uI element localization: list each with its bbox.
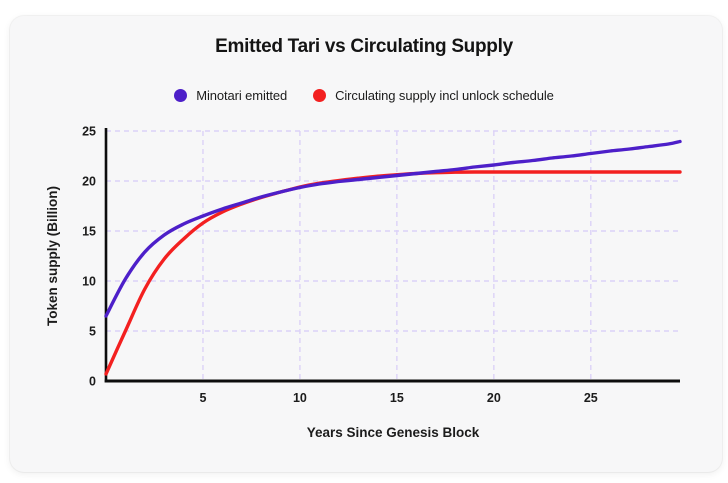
chart-title: Emitted Tari vs Circulating Supply xyxy=(215,36,513,57)
chart-legend: Minotari emitted Circulating supply incl… xyxy=(0,88,728,103)
legend-item-circulating-supply: Circulating supply incl unlock schedule xyxy=(313,88,554,103)
legend-label-circulating: Circulating supply incl unlock schedule xyxy=(335,88,554,103)
legend-label-minotari: Minotari emitted xyxy=(196,88,288,103)
chart-card xyxy=(10,16,722,472)
legend-item-minotari-emitted: Minotari emitted xyxy=(174,88,287,103)
legend-dot-minotari-icon xyxy=(174,89,188,102)
legend-dot-circulating-icon xyxy=(313,89,327,102)
